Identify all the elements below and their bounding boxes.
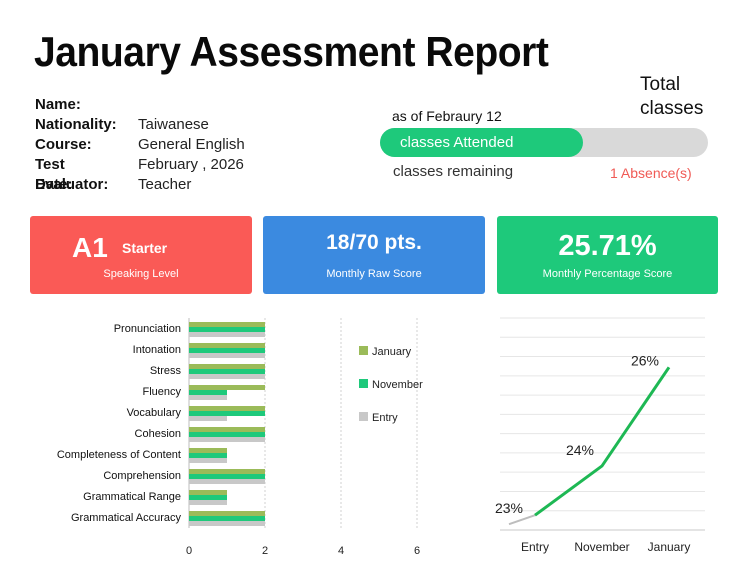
bar-entry bbox=[189, 416, 227, 421]
bar-category-label: Pronunciation bbox=[114, 323, 181, 335]
bar-january bbox=[189, 427, 265, 432]
percentage-score-caption: Monthly Percentage Score bbox=[542, 268, 673, 280]
bar-november bbox=[189, 453, 227, 458]
bar-category-label: Cohesion bbox=[135, 428, 181, 440]
bar-november bbox=[189, 474, 265, 479]
legend-swatch-entry bbox=[359, 412, 368, 421]
info-key: Evaluator: bbox=[35, 176, 109, 193]
speaking-level-tag: Starter bbox=[122, 240, 168, 256]
info-value: General English bbox=[138, 136, 245, 153]
info-key: Name: bbox=[35, 96, 81, 113]
info-key: Nationality: bbox=[35, 116, 117, 133]
bar-november bbox=[189, 495, 227, 500]
total-classes-label: Total classes bbox=[640, 74, 704, 119]
legend-label-november: November bbox=[372, 379, 423, 391]
bar-entry bbox=[189, 353, 265, 358]
bar-entry bbox=[189, 521, 265, 526]
bar-category-label: Comprehension bbox=[103, 470, 181, 482]
speaking-level-card: A1 Starter Speaking Level bbox=[30, 216, 252, 294]
percentage-score-value: 25.71% bbox=[558, 230, 657, 262]
info-value: February , 2026 bbox=[138, 156, 244, 173]
bar-january bbox=[189, 490, 227, 495]
line-series bbox=[534, 366, 671, 517]
bar-january bbox=[189, 406, 265, 411]
bar-entry bbox=[189, 395, 227, 400]
absence-count: 1 Absence(s) bbox=[610, 165, 692, 181]
info-value: Taiwanese bbox=[138, 116, 209, 133]
legend-swatch-january bbox=[359, 346, 368, 355]
bar-november bbox=[189, 348, 265, 353]
bar-category-label: Vocabulary bbox=[127, 407, 182, 419]
bar-x-tick-label: 2 bbox=[262, 545, 268, 557]
line-value-label: 24% bbox=[566, 442, 594, 458]
bar-entry bbox=[189, 332, 265, 337]
line-lead-in bbox=[508, 514, 536, 526]
info-key: Course: bbox=[35, 136, 92, 153]
bar-january bbox=[189, 322, 265, 327]
bar-category-label: Grammatical Accuracy bbox=[71, 512, 182, 524]
info-key: Test Date: bbox=[35, 156, 73, 193]
line-value-label: 23% bbox=[495, 500, 523, 516]
bar-category-label: Stress bbox=[150, 365, 182, 377]
speaking-level-caption: Speaking Level bbox=[103, 268, 179, 280]
bar-january bbox=[189, 364, 265, 369]
bar-x-tick-label: 0 bbox=[186, 545, 192, 557]
attendance-bar-fill bbox=[380, 128, 584, 157]
attendance-bar: classes Attended bbox=[380, 128, 708, 157]
percentage-score-card: 25.71% Monthly Percentage Score bbox=[497, 216, 718, 294]
bar-january bbox=[189, 343, 265, 348]
remaining-label: classes remaining bbox=[393, 163, 514, 180]
bar-x-tick-label: 6 bbox=[414, 545, 420, 557]
bar-november bbox=[189, 432, 265, 437]
line-x-tick-label: November bbox=[574, 540, 629, 554]
bar-category-label: Intonation bbox=[133, 344, 181, 356]
attended-label: classes Attended bbox=[400, 134, 514, 151]
raw-score-caption: Monthly Raw Score bbox=[326, 268, 422, 280]
bar-january bbox=[189, 448, 227, 453]
bar-entry bbox=[189, 500, 227, 505]
info-value: Teacher bbox=[138, 176, 192, 193]
bar-category-label: Grammatical Range bbox=[83, 491, 181, 503]
legend-label-entry: Entry bbox=[372, 412, 398, 424]
bar-category-label: Completeness of Content bbox=[57, 449, 181, 461]
legend-label-january: January bbox=[372, 346, 412, 358]
line-x-tick-label: Entry bbox=[521, 540, 549, 554]
bar-january bbox=[189, 511, 265, 516]
raw-score-card: 18/70 pts. Monthly Raw Score bbox=[263, 216, 485, 294]
legend-swatch-november bbox=[359, 379, 368, 388]
bar-november bbox=[189, 411, 265, 416]
as-of-date: as of Febraury 12 bbox=[392, 108, 502, 124]
bar-january bbox=[189, 385, 265, 390]
bar-november bbox=[189, 516, 265, 521]
bar-january bbox=[189, 469, 265, 474]
bar-entry bbox=[189, 458, 227, 463]
bar-entry bbox=[189, 374, 265, 379]
report-title: January Assessment Report bbox=[34, 28, 549, 75]
line-x-tick-label: January bbox=[648, 540, 691, 554]
bar-x-tick-label: 4 bbox=[338, 545, 344, 557]
bar-entry bbox=[189, 437, 265, 442]
speaking-level-value: A1 bbox=[72, 232, 108, 263]
bar-entry bbox=[189, 479, 265, 484]
bar-november bbox=[189, 390, 227, 395]
line-value-label: 26% bbox=[631, 352, 659, 368]
bar-category-label: Fluency bbox=[142, 386, 181, 398]
raw-score-value: 18/70 pts. bbox=[326, 231, 422, 254]
bar-november bbox=[189, 369, 265, 374]
bar-november bbox=[189, 327, 265, 332]
